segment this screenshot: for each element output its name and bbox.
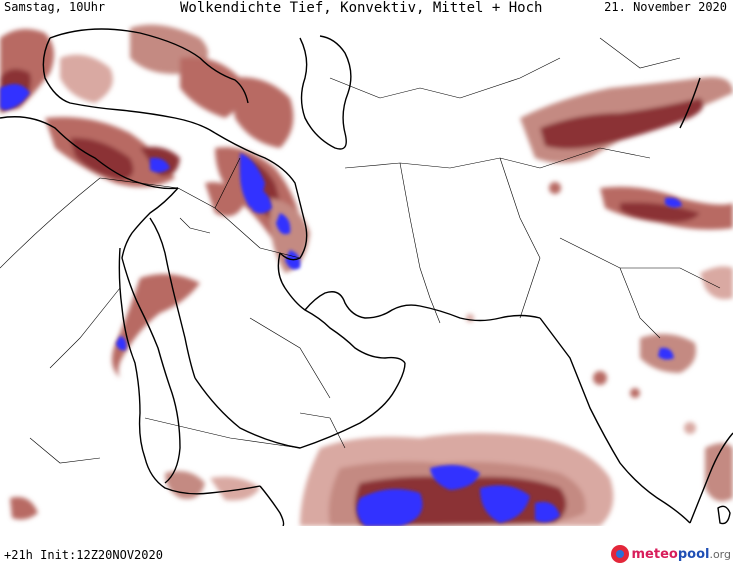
meteopool-logo-icon: [610, 545, 629, 563]
logo-text-pool: pool: [677, 546, 710, 562]
meteopool-logo[interactable]: meteo pool .org: [610, 545, 731, 563]
cloud-layer: [0, 24, 733, 526]
model-init-label: +21h Init:12Z20NOV2020: [4, 548, 163, 562]
forecast-time: Samstag, 10Uhr: [4, 0, 106, 14]
map-title: Wolkendichte Tief, Konvektiv, Mittel + H…: [180, 0, 543, 16]
country-borders: [0, 37, 721, 464]
forecast-date: 21. November 2020: [604, 0, 727, 14]
logo-text-org: .org: [709, 547, 731, 561]
cloud-density-map: [0, 18, 733, 526]
logo-text-meteo: meteo: [631, 546, 678, 562]
coastlines: [0, 28, 733, 526]
